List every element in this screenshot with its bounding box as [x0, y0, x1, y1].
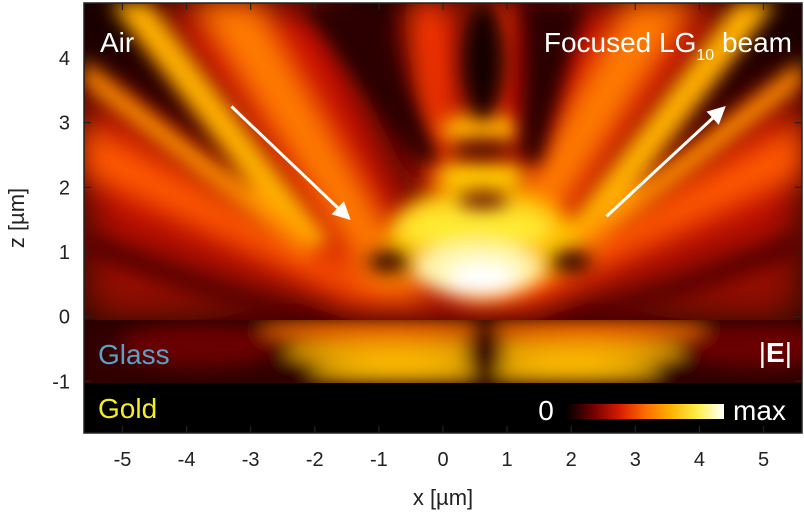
beam-title: Focused LG10 beam	[544, 27, 792, 64]
field-label-close: |	[785, 337, 792, 368]
reflected-beam-arrow	[605, 106, 726, 218]
beam-title-main: Focused LG	[544, 27, 697, 58]
heatmap	[84, 3, 802, 433]
field-label-open: |	[759, 337, 766, 368]
z-tick-label: 3	[59, 113, 70, 135]
colorbar	[566, 404, 724, 419]
air-label: Air	[100, 27, 134, 58]
x-tick-label: 3	[630, 449, 641, 471]
x-tick-label: -4	[178, 449, 196, 471]
z-tick-label: 4	[59, 48, 70, 70]
x-tick-label: 2	[566, 449, 577, 471]
beam-title-subscript: 10	[696, 47, 714, 64]
x-tick-label: -2	[306, 449, 324, 471]
x-tick-label: -1	[370, 449, 388, 471]
z-tick-label: 2	[59, 177, 70, 199]
incident-beam-arrow	[230, 105, 351, 221]
field-magnitude-label: |E|	[759, 337, 792, 368]
z-axis-ticks: -1 0 1 2 3 4	[52, 48, 802, 393]
glass-label: Glass	[98, 339, 170, 370]
beam-title-suffix: beam	[714, 27, 792, 58]
glass-field	[84, 320, 802, 383]
x-tick-label: 5	[758, 449, 769, 471]
gold-label: Gold	[98, 393, 157, 424]
z-tick-label: 0	[59, 307, 70, 329]
x-tick-label: 1	[502, 449, 513, 471]
x-tick-label: -3	[242, 449, 260, 471]
air-field	[84, 3, 802, 320]
x-tick-label: 4	[694, 449, 705, 471]
colorbar-min-label: 0	[538, 395, 554, 426]
z-tick-label: -1	[52, 371, 70, 393]
field-label-symbol: E	[766, 337, 785, 368]
x-tick-label: 0	[437, 449, 448, 471]
colorbar-max-label: max	[733, 395, 786, 426]
z-axis-label: z [µm]	[4, 188, 29, 248]
x-axis-ticks: -5 -4 -3 -2 -1 0 1 2 3 4 5	[114, 3, 769, 471]
x-tick-label: -5	[114, 449, 132, 471]
x-axis-label: x [µm]	[413, 485, 473, 510]
beam-arrows	[230, 105, 726, 221]
z-tick-label: 1	[59, 242, 70, 264]
